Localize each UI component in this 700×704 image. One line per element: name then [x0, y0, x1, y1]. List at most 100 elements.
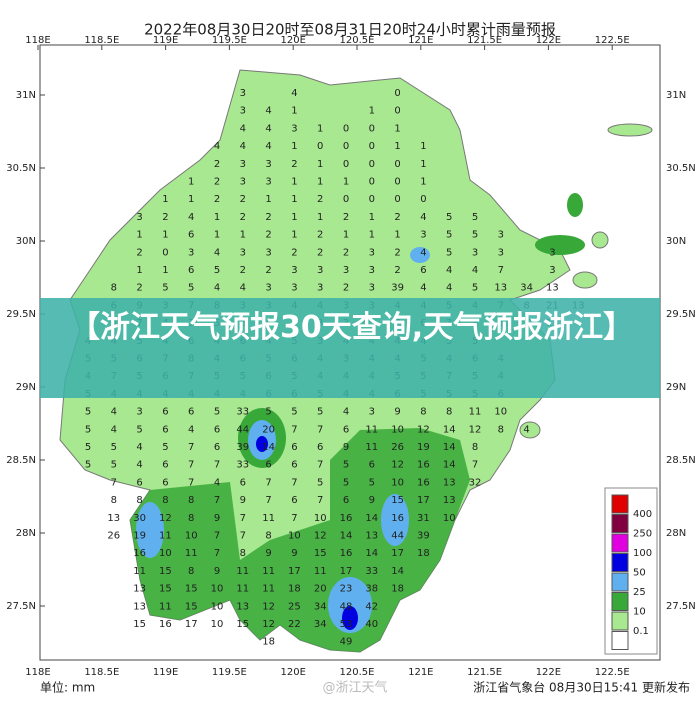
station-value: 0 — [343, 123, 349, 134]
station-value: 10 — [314, 513, 327, 524]
station-value: 8 — [136, 495, 142, 506]
unit: 单位: mm — [40, 680, 95, 695]
station-value: 1 — [291, 230, 297, 241]
lon-label: 121.5E — [467, 667, 502, 678]
station-value: 8 — [472, 442, 478, 453]
station-value: 6 — [162, 424, 168, 435]
station-value: 13 — [443, 495, 456, 506]
rain-area-25 — [328, 577, 372, 633]
station-value: 5 — [472, 212, 478, 223]
station-value: 2 — [317, 247, 323, 258]
station-value: 17 — [185, 619, 198, 630]
station-value: 6 — [188, 265, 194, 276]
station-value: 12 — [469, 424, 482, 435]
station-value: 19 — [133, 531, 146, 542]
station-value: 7 — [214, 495, 220, 506]
station-value: 4 — [420, 283, 426, 294]
station-value: 14 — [340, 531, 353, 542]
lat-label: 31N — [16, 90, 36, 101]
station-value: 3 — [240, 159, 246, 170]
station-value: 2 — [291, 247, 297, 258]
station-value: 39 — [391, 283, 404, 294]
station-value: 4 — [446, 283, 452, 294]
station-value: 22 — [288, 619, 301, 630]
lat-label: 29.5N — [666, 309, 696, 320]
station-value: 4 — [523, 424, 529, 435]
station-value: 8 — [188, 495, 194, 506]
station-value: 8 — [111, 283, 117, 294]
legend-label: 250 — [633, 529, 652, 540]
legend-swatch — [611, 592, 629, 611]
station-value: 0 — [420, 194, 426, 205]
station-value: 11 — [133, 566, 146, 577]
station-value: 2 — [240, 265, 246, 276]
station-value: 14 — [365, 548, 378, 559]
station-value: 7 — [317, 460, 323, 471]
station-value: 6 — [162, 460, 168, 471]
station-value: 8 — [446, 407, 452, 418]
station-value: 0 — [369, 123, 375, 134]
station-value: 1 — [420, 159, 426, 170]
lon-label: 120E — [280, 35, 305, 46]
station-value: 15 — [391, 495, 404, 506]
station-value: 5 — [162, 442, 168, 453]
lon-label: 121.5E — [467, 35, 502, 46]
legend-swatch — [611, 611, 629, 631]
station-value: 3 — [369, 247, 375, 258]
station-value: 31 — [417, 513, 430, 524]
station-value: 0 — [369, 194, 375, 205]
station-value: 34 — [520, 283, 533, 294]
station-value: 14 — [391, 566, 404, 577]
station-value: 9 — [394, 407, 400, 418]
station-value: 4 — [265, 106, 271, 117]
station-value: 6 — [291, 460, 297, 471]
lon-label: 118.5E — [84, 667, 119, 678]
station-value: 5 — [343, 460, 349, 471]
station-value: 1 — [214, 212, 220, 223]
lat-label: 27.5N — [666, 601, 696, 612]
station-value: 9 — [343, 442, 349, 453]
station-value: 10 — [211, 619, 224, 630]
station-value: 8 — [420, 407, 426, 418]
lon-label: 119.5E — [212, 667, 247, 678]
legend-swatch — [611, 572, 629, 592]
station-value: 2 — [214, 159, 220, 170]
station-value: 1 — [317, 212, 323, 223]
legend-label: 50 — [633, 568, 646, 579]
station-value: 2 — [265, 230, 271, 241]
station-value: 3 — [265, 247, 271, 258]
station-value: 8 — [188, 566, 194, 577]
station-value: 5 — [343, 477, 349, 488]
station-value: 17 — [288, 566, 301, 577]
lat-label: 28.5N — [666, 455, 696, 466]
station-value: 4 — [188, 424, 194, 435]
station-value: 4 — [446, 265, 452, 276]
station-value: 8 — [240, 548, 246, 559]
station-value: 8 — [162, 495, 168, 506]
station-value: 0 — [317, 141, 323, 152]
station-value: 16 — [417, 477, 430, 488]
station-value: 33 — [365, 566, 378, 577]
station-value: 5 — [162, 283, 168, 294]
station-value: 1 — [188, 194, 194, 205]
station-value: 2 — [343, 247, 349, 258]
station-value: 2 — [162, 212, 168, 223]
station-value: 0 — [369, 177, 375, 188]
station-value: 32 — [469, 477, 482, 488]
station-value: 34 — [314, 619, 327, 630]
station-value: 40 — [365, 619, 378, 630]
station-value: 4 — [265, 141, 271, 152]
station-value: 2 — [317, 230, 323, 241]
legend-swatch — [611, 494, 629, 514]
station-value: 13 — [236, 601, 249, 612]
station-value: 38 — [365, 584, 378, 595]
station-value: 15 — [159, 584, 172, 595]
station-value: 18 — [262, 637, 275, 648]
rain-area-50 — [256, 436, 268, 452]
station-value: 1 — [317, 123, 323, 134]
station-value: 3 — [420, 230, 426, 241]
station-value: 6 — [265, 460, 271, 471]
station-value: 4 — [265, 123, 271, 134]
station-value: 7 — [498, 265, 504, 276]
